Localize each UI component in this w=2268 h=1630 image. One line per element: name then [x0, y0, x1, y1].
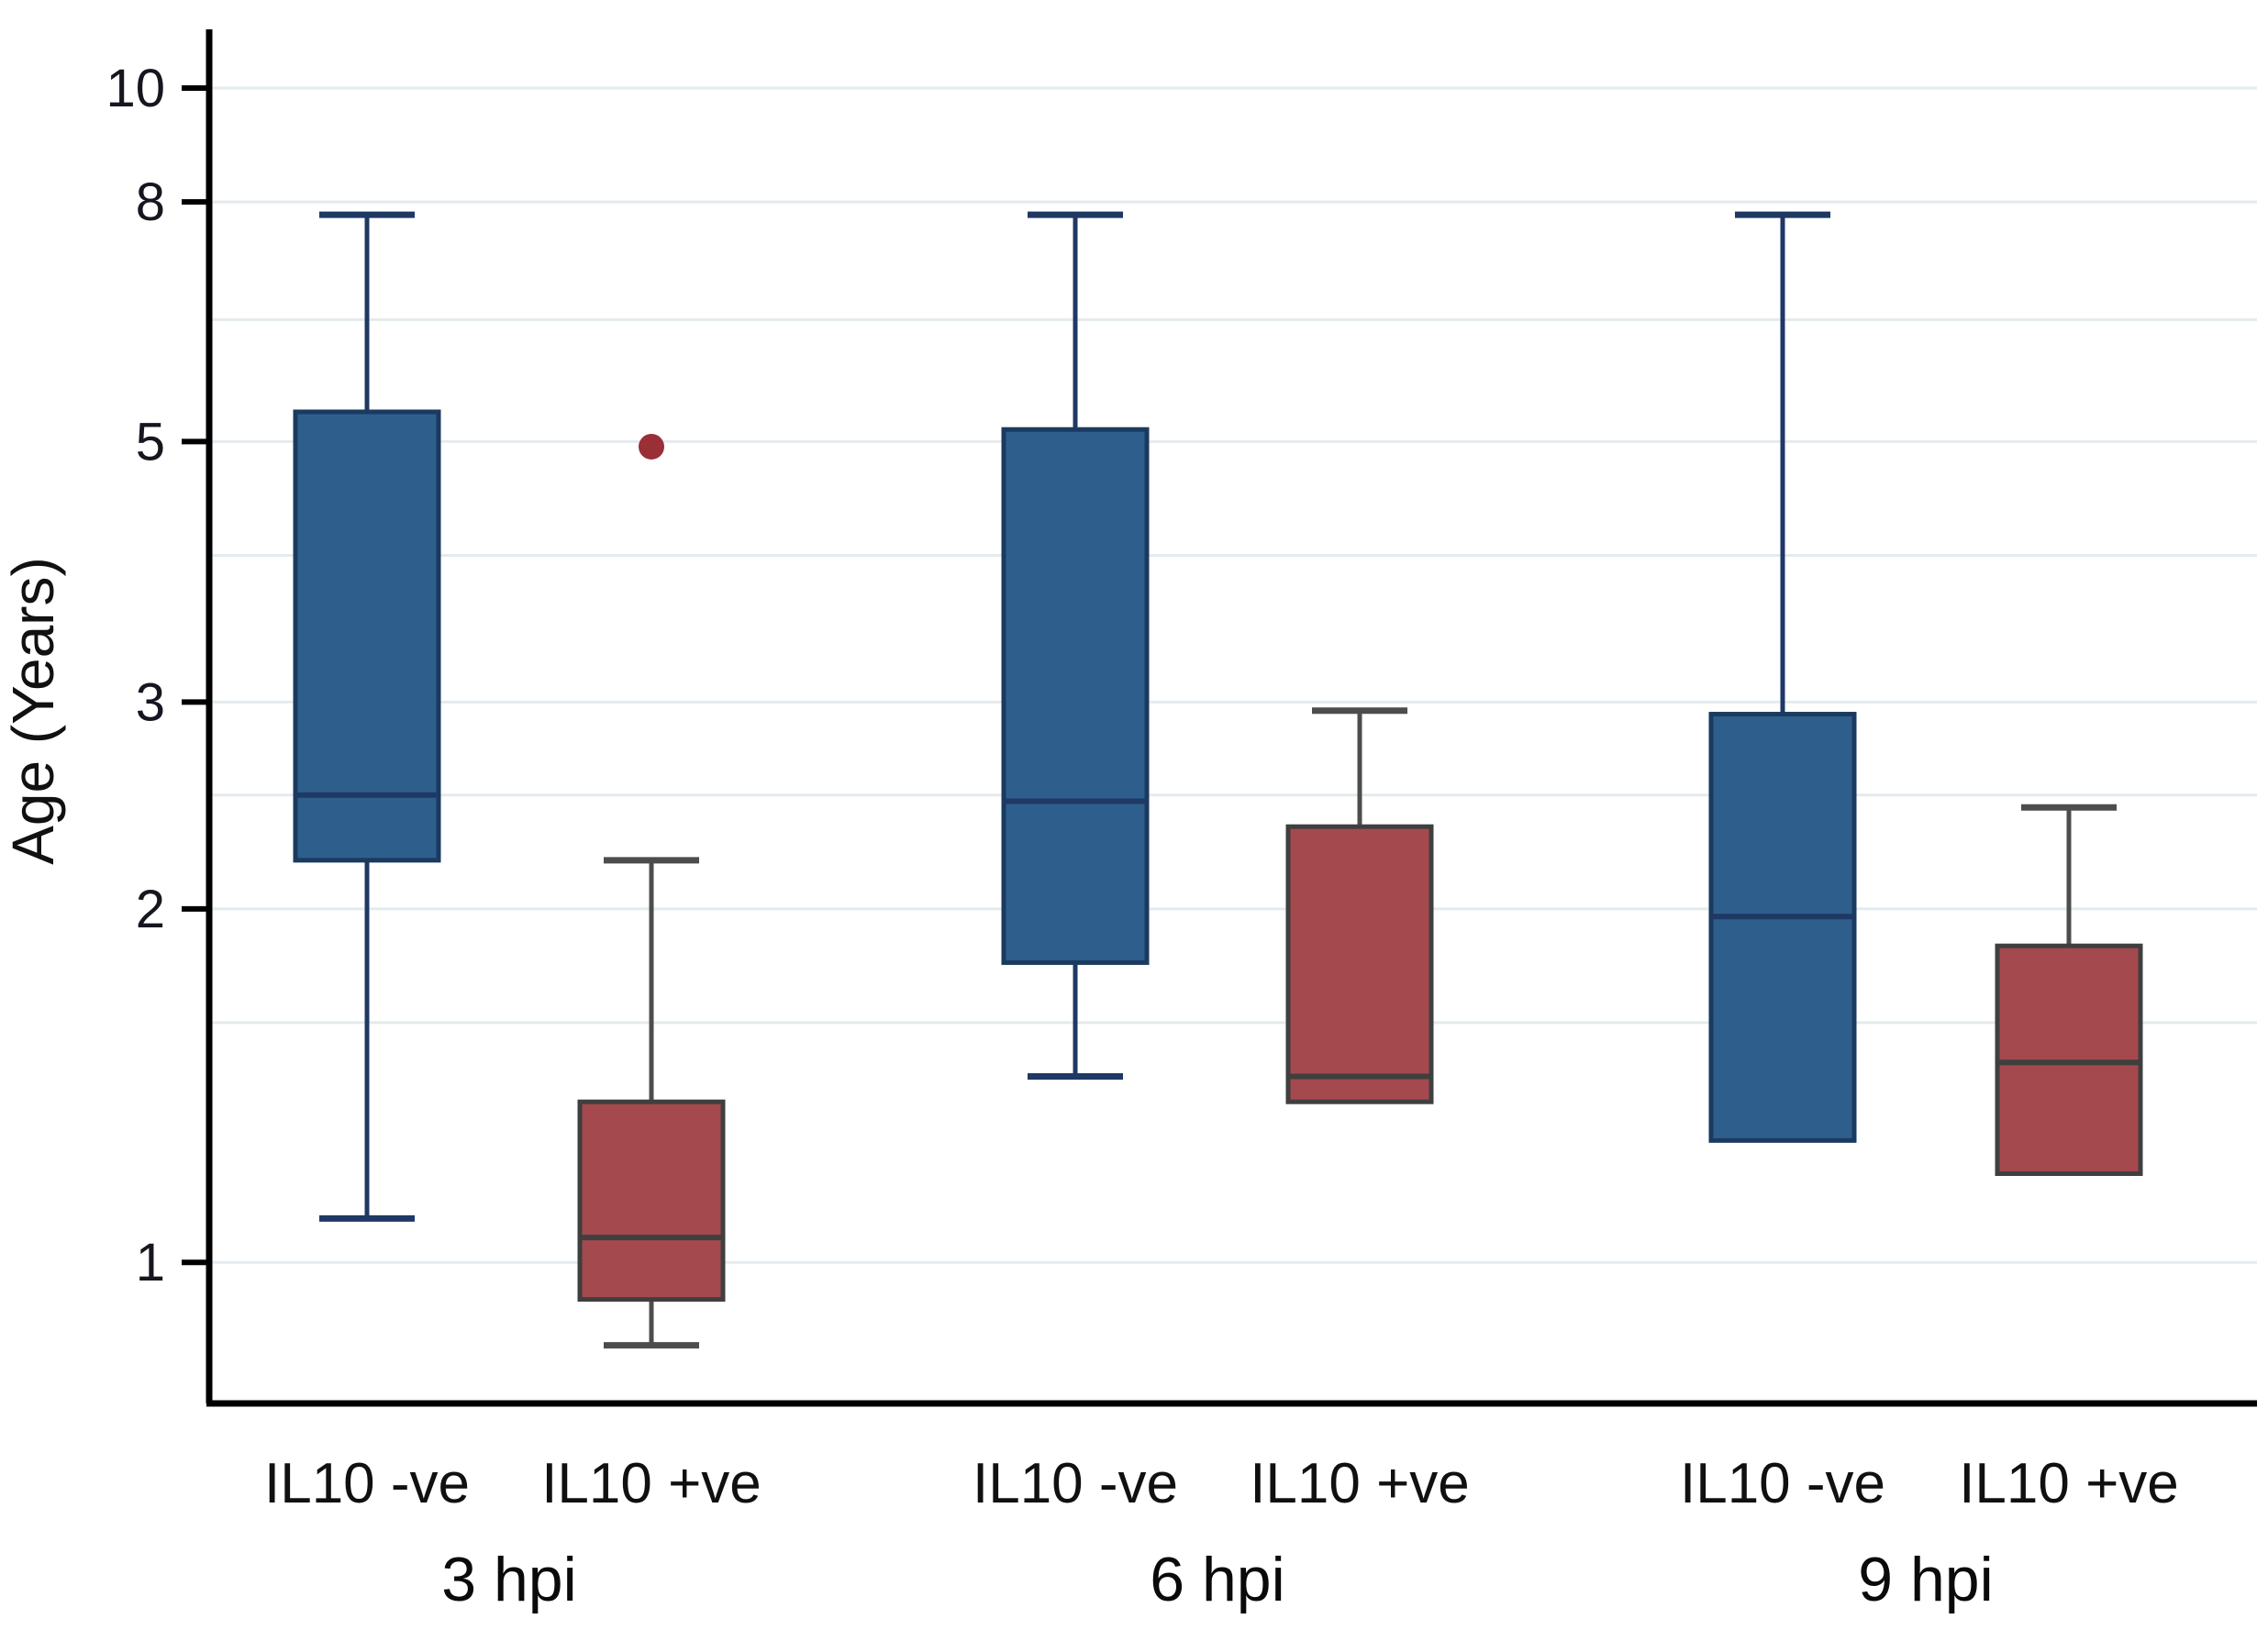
box-9hpi-il10-negative: [1708, 712, 1857, 1143]
y-tick-label: 5: [136, 412, 165, 471]
y-tick-label: 3: [136, 672, 165, 732]
box-6hpi-il10-negative: [1001, 427, 1150, 965]
x-category-label: IL10 +ve: [541, 1452, 762, 1515]
x-category-label: IL10 +ve: [1250, 1452, 1470, 1515]
box-3hpi-il10-negative: [293, 409, 441, 863]
x-category-label: IL10 -ve: [264, 1452, 470, 1515]
x-category-label: IL10 -ve: [973, 1452, 1178, 1515]
y-tick-label: 1: [136, 1233, 165, 1292]
y-axis-title: Age (Years): [0, 557, 66, 865]
x-group-label: 6 hpi: [1150, 1545, 1284, 1614]
box-6hpi-il10-positive: [1285, 824, 1434, 1104]
x-category-label: IL10 +ve: [1959, 1452, 2179, 1515]
box-3hpi-il10-positive: [577, 1099, 726, 1303]
y-tick-label: 8: [136, 172, 165, 232]
y-tick-label: 10: [106, 59, 165, 118]
x-group-label: 3 hpi: [441, 1545, 576, 1614]
x-group-label: 9 hpi: [1858, 1545, 1993, 1614]
y-tick-label: 2: [136, 880, 165, 939]
x-category-label: IL10 -ve: [1680, 1452, 1885, 1515]
box-3hpi-il10-positive-outlier-point: [639, 433, 664, 460]
